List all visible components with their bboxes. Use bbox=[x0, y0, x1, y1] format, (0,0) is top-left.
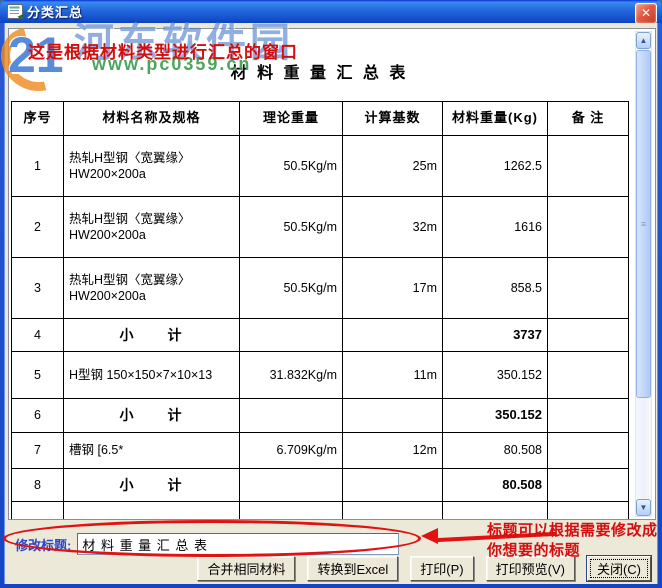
cell-base bbox=[342, 398, 443, 433]
cell-no: 5 bbox=[11, 351, 64, 399]
cell-no: 6 bbox=[11, 398, 64, 433]
col-header-unit-weight: 理论重量 bbox=[239, 101, 343, 136]
client-area: 材 料 重 量 汇 总 表 序号 材料名称及规格 理论重量 计算基数 材料重量(… bbox=[4, 23, 658, 584]
cell-base: 17m bbox=[342, 257, 443, 319]
table-row: 2 热轧H型钢〈宽翼缘〉 HW200×200a 50.5Kg/m 32m 1616 bbox=[11, 196, 629, 258]
cell-note bbox=[547, 432, 629, 469]
cell-no: 4 bbox=[11, 318, 64, 352]
cell-weight: 80.508 bbox=[442, 468, 548, 502]
cell-note bbox=[547, 468, 629, 502]
titlebar[interactable]: 分类汇总 ✕ bbox=[0, 0, 662, 24]
cell-name: 热轧H型钢〈宽翼缘〉 HW200×200a bbox=[63, 196, 240, 258]
cell-unit-weight: 6.709Kg/m bbox=[239, 432, 343, 469]
vertical-scrollbar[interactable]: ▲ ≡ ▼ bbox=[635, 31, 652, 517]
cell-base: 25m bbox=[342, 135, 443, 197]
col-header-note: 备 注 bbox=[547, 101, 629, 136]
export-excel-button[interactable]: 转换到Excel bbox=[307, 556, 399, 581]
window-title: 分类汇总 bbox=[27, 5, 84, 20]
print-preview-button[interactable]: 打印预览(V) bbox=[485, 556, 575, 581]
cell-no bbox=[11, 501, 64, 519]
cell-note bbox=[547, 501, 629, 519]
cell-weight: 3737 bbox=[442, 318, 548, 352]
app-icon bbox=[7, 4, 23, 19]
cell-name: 小 计 bbox=[63, 468, 240, 502]
table-row bbox=[11, 501, 629, 519]
close-button[interactable]: 关闭(C) bbox=[586, 556, 651, 581]
cell-base bbox=[342, 501, 443, 519]
annotation-top-note: 这是根据材料类型进行汇总的窗口 bbox=[28, 43, 298, 62]
cell-note bbox=[547, 318, 629, 352]
cell-base bbox=[342, 318, 443, 352]
cell-note bbox=[547, 398, 629, 433]
table-header-row: 序号 材料名称及规格 理论重量 计算基数 材料重量(Kg) 备 注 bbox=[11, 101, 629, 136]
cell-name: 热轧H型钢〈宽翼缘〉 HW200×200a bbox=[63, 135, 240, 197]
col-header-weight: 材料重量(Kg) bbox=[442, 101, 548, 136]
cell-unit-weight bbox=[239, 318, 343, 352]
table-row: 7 槽钢 [6.5* 6.709Kg/m 12m 80.508 bbox=[11, 432, 629, 469]
cell-name: H型钢 150×150×7×10×13 bbox=[63, 351, 240, 399]
cell-base: 11m bbox=[342, 351, 443, 399]
close-icon[interactable]: ✕ bbox=[635, 3, 657, 24]
summary-table-body: 1 热轧H型钢〈宽翼缘〉 HW200×200a 50.5Kg/m 25m 1262.5 2… bbox=[11, 135, 629, 519]
cell-unit-weight: 50.5Kg/m bbox=[239, 196, 343, 258]
annotation-bottom-note-line1: 标题可以根据需要修改成 bbox=[487, 522, 658, 539]
print-button[interactable]: 打印(P) bbox=[410, 556, 474, 581]
merge-materials-button[interactable]: 合并相同材料 bbox=[197, 556, 296, 581]
title-input[interactable] bbox=[77, 533, 400, 555]
cell-weight: 350.152 bbox=[442, 351, 548, 399]
table-row: 3 热轧H型钢〈宽翼缘〉 HW200×200a 50.5Kg/m 17m 858.5 bbox=[11, 257, 629, 319]
modify-title-row: 修改标题: bbox=[15, 533, 400, 555]
table-title: 材 料 重 量 汇 总 表 bbox=[230, 65, 409, 82]
cell-base bbox=[342, 468, 443, 502]
table-row: 5 H型钢 150×150×7×10×13 31.832Kg/m 11m 350.152 bbox=[11, 351, 629, 399]
cell-no: 1 bbox=[11, 135, 64, 197]
cell-unit-weight: 50.5Kg/m bbox=[239, 257, 343, 319]
cell-weight bbox=[442, 501, 548, 519]
cell-weight: 858.5 bbox=[442, 257, 548, 319]
scrollbar-thumb[interactable]: ≡ bbox=[636, 50, 651, 398]
annotation-bottom-note-line2: 你想要的标题 bbox=[487, 542, 581, 560]
cell-note bbox=[547, 135, 629, 197]
cell-name bbox=[63, 501, 240, 519]
cell-name: 小 计 bbox=[63, 398, 240, 433]
cell-name: 热轧H型钢〈宽翼缘〉 HW200×200a bbox=[63, 257, 240, 319]
table-row: 1 热轧H型钢〈宽翼缘〉 HW200×200a 50.5Kg/m 25m 1262.5 bbox=[11, 135, 629, 197]
cell-note bbox=[547, 196, 629, 258]
cell-unit-weight bbox=[239, 398, 343, 433]
cell-no: 3 bbox=[11, 257, 64, 319]
cell-base: 12m bbox=[342, 432, 443, 469]
scroll-up-icon[interactable]: ▲ bbox=[636, 32, 651, 49]
cell-base: 32m bbox=[342, 196, 443, 258]
annotation-arrow-icon bbox=[421, 528, 438, 544]
cell-name: 小 计 bbox=[63, 318, 240, 352]
col-header-no: 序号 bbox=[11, 101, 64, 136]
cell-unit-weight bbox=[239, 468, 343, 502]
cell-weight: 1262.5 bbox=[442, 135, 548, 197]
col-header-base: 计算基数 bbox=[342, 101, 443, 136]
summary-table: 序号 材料名称及规格 理论重量 计算基数 材料重量(Kg) 备 注 1 热轧H型钢… bbox=[11, 101, 629, 519]
cell-weight: 1616 bbox=[442, 196, 548, 258]
table-panel: 材 料 重 量 汇 总 表 序号 材料名称及规格 理论重量 计算基数 材料重量(… bbox=[8, 28, 656, 520]
cell-note bbox=[547, 257, 629, 319]
modify-title-label: 修改标题: bbox=[15, 537, 72, 553]
cell-no: 7 bbox=[11, 432, 64, 469]
cell-weight: 80.508 bbox=[442, 432, 548, 469]
cell-unit-weight: 31.832Kg/m bbox=[239, 351, 343, 399]
scroll-down-icon[interactable]: ▼ bbox=[636, 499, 651, 516]
annotation-bottom-note: 标题可以根据需要修改成 你想要的标题 bbox=[487, 521, 662, 562]
col-header-name: 材料名称及规格 bbox=[63, 101, 240, 136]
cell-note bbox=[547, 351, 629, 399]
cell-name: 槽钢 [6.5* bbox=[63, 432, 240, 469]
cell-no: 8 bbox=[11, 468, 64, 502]
cell-weight: 350.152 bbox=[442, 398, 548, 433]
cell-unit-weight: 50.5Kg/m bbox=[239, 135, 343, 197]
scrollbar-grip-icon: ≡ bbox=[640, 219, 647, 229]
cell-unit-weight bbox=[239, 501, 343, 519]
cell-no: 2 bbox=[11, 196, 64, 258]
